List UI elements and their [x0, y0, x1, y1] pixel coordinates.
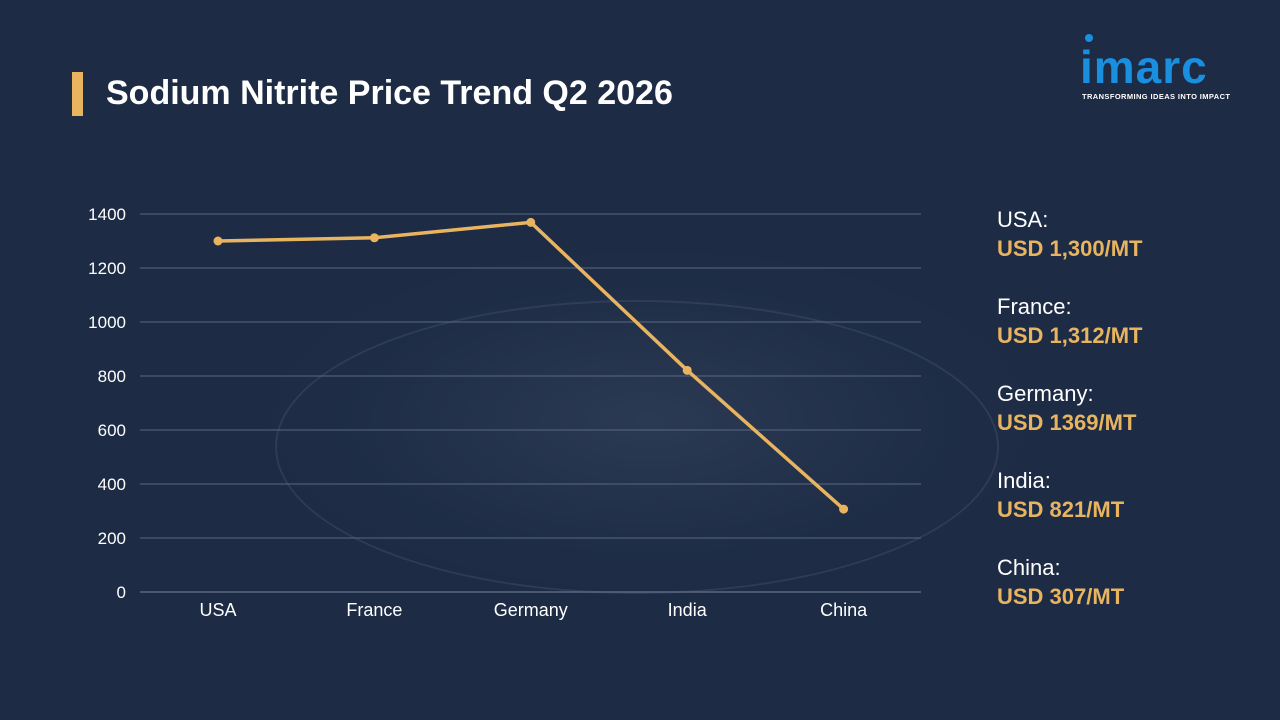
y-tick-label: 800 [98, 367, 126, 386]
data-point-germany [526, 217, 536, 227]
legend-country: India: [997, 468, 1051, 493]
series-line [217, 220, 845, 511]
y-tick-label: 1200 [88, 259, 126, 278]
background-petri-dish [275, 300, 999, 594]
data-point-france [369, 233, 379, 243]
x-tick-label: France [346, 600, 402, 620]
x-tick-label: Germany [494, 600, 568, 620]
y-tick-label: 1400 [88, 205, 126, 224]
legend-price: USD 307/MT [997, 584, 1125, 609]
data-point-china [839, 504, 849, 514]
legend-item-france: France: USD 1,312/MT [997, 293, 1267, 380]
y-tick-label: 1000 [88, 313, 126, 332]
legend-country: France: [997, 294, 1072, 319]
x-tick-label: USA [199, 600, 236, 620]
legend-item-india: India: USD 821/MT [997, 467, 1267, 554]
x-tick-label: India [668, 600, 708, 620]
legend-price: USD 1369/MT [997, 410, 1137, 435]
y-tick-label: 400 [98, 475, 126, 494]
y-tick-label: 600 [98, 421, 126, 440]
y-tick-label: 0 [117, 583, 126, 602]
legend-item-germany: Germany: USD 1369/MT [997, 380, 1267, 467]
legend-item-china: China: USD 307/MT [997, 554, 1267, 641]
legend-price: USD 1,300/MT [997, 236, 1143, 261]
legend-country: USA: [997, 207, 1049, 232]
data-point-usa [213, 236, 223, 246]
logo-dot [1085, 34, 1093, 42]
imarc-logo: imarc TRANSFORMING IDEAS INTO IMPACT [1080, 34, 1250, 104]
title-accent-bar [72, 72, 83, 116]
price-legend: USA: USD 1,300/MT France: USD 1,312/MT G… [997, 206, 1267, 641]
legend-country: Germany: [997, 381, 1094, 406]
logo-tagline: TRANSFORMING IDEAS INTO IMPACT [1082, 92, 1231, 101]
y-tick-label: 200 [98, 529, 126, 548]
data-point-india [682, 365, 692, 375]
x-tick-label: China [820, 600, 868, 620]
legend-price: USD 821/MT [997, 497, 1125, 522]
page-title: Sodium Nitrite Price Trend Q2 2026 [106, 74, 673, 112]
logo-wordmark: imarc [1080, 41, 1208, 93]
legend-item-usa: USA: USD 1,300/MT [997, 206, 1267, 293]
legend-price: USD 1,312/MT [997, 323, 1143, 348]
legend-country: China: [997, 555, 1061, 580]
